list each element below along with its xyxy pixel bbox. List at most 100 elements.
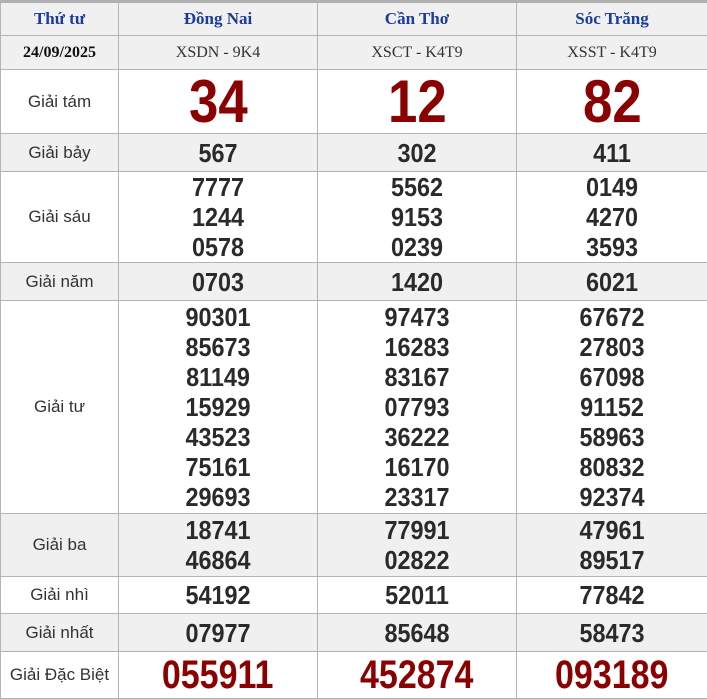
prize-number: 1420 [328, 267, 506, 297]
prize-number: 12 [388, 72, 447, 132]
prize-number: 75161 [129, 452, 307, 482]
prize-row: Giải nhất 07977 85648 58473 [1, 614, 707, 652]
province-can-tho[interactable]: Cần Thơ [318, 2, 517, 36]
prize-number: 77842 [527, 580, 698, 610]
prize-number: 82 [583, 72, 642, 132]
prize-number: 83167 [328, 362, 506, 392]
prize-cell: 452874 [318, 652, 517, 699]
prize-number: 80832 [527, 452, 698, 482]
prize-number: 3593 [527, 232, 698, 262]
ticket-code: XSDN - 9K4 [119, 36, 318, 70]
prize-label: Giải tám [1, 70, 119, 134]
day-of-week: Thứ tư [1, 2, 119, 36]
prize-number: 54192 [129, 580, 307, 610]
prize-cell: 82 [517, 70, 707, 134]
prize-number: 58473 [527, 618, 698, 648]
prize-number: 92374 [527, 482, 698, 512]
prize-number: 5562 [328, 172, 506, 202]
prize-cell: 85648 [318, 614, 517, 652]
prize-number: 52011 [328, 580, 506, 610]
prize-number: 77991 [328, 515, 506, 545]
prize-cell: 302 [318, 134, 517, 172]
prize-number: 89517 [527, 545, 698, 575]
prize-number: 18741 [129, 515, 307, 545]
prize-number: 29693 [129, 482, 307, 512]
prize-number: 6021 [527, 267, 698, 297]
prize-cell: 0703 [119, 263, 318, 301]
prize-number: 85648 [328, 618, 506, 648]
ticket-code: XSCT - K4T9 [318, 36, 517, 70]
prize-number: 46864 [129, 545, 307, 575]
special-prize-number: 452874 [360, 653, 473, 697]
prize-number: 4270 [527, 202, 698, 232]
province-dong-nai[interactable]: Đồng Nai [119, 2, 318, 36]
prize-number: 0149 [527, 172, 698, 202]
prize-number: 1244 [129, 202, 307, 232]
prize-number: 85673 [129, 332, 307, 362]
prize-number: 27803 [527, 332, 698, 362]
prize-label: Giải nhất [1, 614, 119, 652]
prize-number: 7777 [129, 172, 307, 202]
prize-row: Giải tám 34 12 82 [1, 70, 707, 134]
draw-date: 24/09/2025 [1, 36, 119, 70]
prize-number: 15929 [129, 392, 307, 422]
prize-label: Giải nhì [1, 577, 119, 614]
prize-label: Giải bảy [1, 134, 119, 172]
province-soc-trang[interactable]: Sóc Trăng [517, 2, 707, 36]
prize-cell: 52011 [318, 577, 517, 614]
prize-cell: 093189 [517, 652, 707, 699]
prize-number: 58963 [527, 422, 698, 452]
prize-cell: 567 [119, 134, 318, 172]
prize-cell: 411 [517, 134, 707, 172]
prize-number: 9153 [328, 202, 506, 232]
prize-label: Giải Đặc Biệt [1, 652, 119, 699]
prize-number: 16283 [328, 332, 506, 362]
prize-label: Giải tư [1, 301, 119, 514]
prize-cell: 1420 [318, 263, 517, 301]
prize-cell: 34 [119, 70, 318, 134]
prize-label: Giải năm [1, 263, 119, 301]
prize-cell: 54192 [119, 577, 318, 614]
prize-number: 02822 [328, 545, 506, 575]
prize-number: 23317 [328, 482, 506, 512]
prize-number: 34 [189, 72, 248, 132]
prize-number: 91152 [527, 392, 698, 422]
prize-cell: 055911 [119, 652, 318, 699]
prize-label: Giải sáu [1, 172, 119, 263]
prize-cell: 07977 [119, 614, 318, 652]
prize-cell: 58473 [517, 614, 707, 652]
header-row: Thứ tư Đồng Nai Cần Thơ Sóc Trăng [1, 2, 707, 36]
prize-number: 90301 [129, 302, 307, 332]
date-row: 24/09/2025 XSDN - 9K4 XSCT - K4T9 XSST -… [1, 36, 707, 70]
special-prize-number: 093189 [555, 653, 668, 697]
prize-number: 47961 [527, 515, 698, 545]
prize-label: Giải ba [1, 514, 119, 577]
special-prize-number: 055911 [162, 653, 274, 697]
prize-number: 67098 [527, 362, 698, 392]
prize-cell: 77842 [517, 577, 707, 614]
prize-number: 16170 [328, 452, 506, 482]
ticket-code: XSST - K4T9 [517, 36, 707, 70]
prize-number: 0239 [328, 232, 506, 262]
prize-number: 36222 [328, 422, 506, 452]
prize-row: Giải Đặc Biệt 055911 452874 093189 [1, 652, 707, 699]
prize-number: 07977 [129, 618, 307, 648]
prize-number: 81149 [129, 362, 307, 392]
prize-number: 0578 [129, 232, 307, 262]
prize-cell: 6021 [517, 263, 707, 301]
prize-number: 97473 [328, 302, 506, 332]
